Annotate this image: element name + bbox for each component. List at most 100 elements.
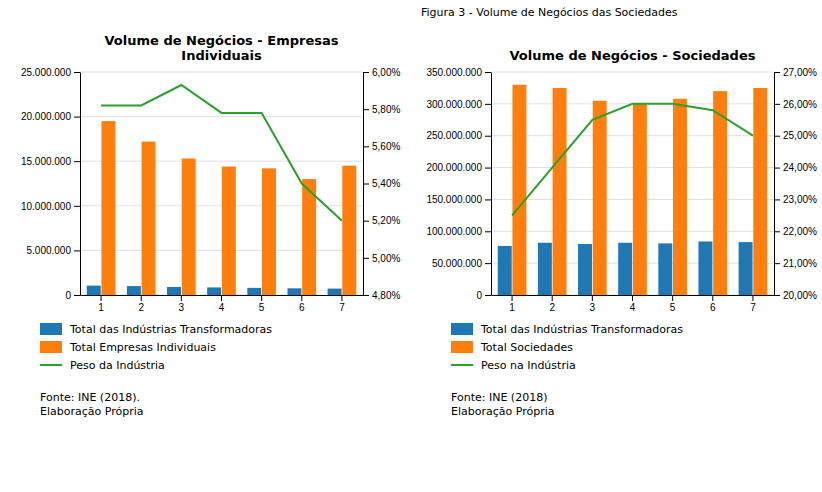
tick-mark: [363, 146, 369, 147]
tick-mark: [363, 221, 369, 222]
tick-label: 2: [138, 302, 144, 313]
tick: 150.000.000: [426, 194, 491, 205]
legend-item: Peso da Indústria: [40, 359, 165, 372]
y2-axis: 4,80%5,00%5,20%5,40%5,60%5,80%6,00%: [363, 67, 400, 301]
tick-mark: [774, 72, 780, 73]
grid-line: [491, 231, 774, 232]
tick: 26,00%: [774, 99, 817, 110]
legend-item: Peso na Indústria: [451, 359, 576, 372]
tick: 4,80%: [363, 290, 400, 301]
tick: 5,40%: [363, 178, 400, 189]
legend-label: Peso da Indústria: [70, 359, 165, 372]
tick: 27,00%: [774, 67, 817, 78]
legend-item: Total das Indústrias Transformadoras: [451, 323, 683, 336]
tick-label: 3: [590, 302, 596, 313]
tick-mark: [141, 295, 142, 301]
tick-label: 6: [710, 302, 716, 313]
grid-line: [491, 263, 774, 264]
tick-label: 2: [549, 302, 555, 313]
legend-label: Total das Indústrias Transformadoras: [69, 323, 272, 336]
tick: 3: [590, 295, 596, 313]
tick-label: 300.000.000: [426, 99, 482, 110]
grid-line: [491, 199, 774, 200]
grid-line: [491, 135, 774, 136]
tick: 1: [98, 295, 104, 313]
legend-swatch: [40, 364, 62, 366]
tick-mark: [485, 104, 491, 105]
tick: 250.000.000: [426, 130, 491, 141]
y-axis: 05.000.00010.000.00015.000.00020.000.000…: [21, 67, 81, 301]
tick-mark: [485, 72, 491, 73]
tick: 300.000.000: [426, 99, 491, 110]
tick-label: 24,00%: [783, 162, 817, 173]
tick: 6: [299, 295, 305, 313]
tick: 0: [476, 290, 491, 301]
marks: [498, 85, 767, 295]
tick-mark: [512, 295, 513, 301]
legend: Total das Indústrias TransformadorasTota…: [40, 323, 272, 372]
axis-line: [774, 73, 775, 296]
grid-line: [491, 167, 774, 168]
tick: 0: [65, 290, 80, 301]
tick-mark: [341, 295, 342, 301]
legend-swatch: [40, 341, 62, 353]
tick-mark: [752, 295, 753, 301]
tick-label: 100.000.000: [426, 226, 482, 237]
tick-mark: [774, 295, 780, 296]
tick: 3: [179, 295, 185, 313]
tick-label: 25.000.000: [21, 67, 71, 78]
tick-mark: [74, 117, 80, 118]
tick-label: 7: [750, 302, 756, 313]
marks: [87, 85, 356, 295]
tick-mark: [485, 136, 491, 137]
tick-mark: [774, 263, 780, 264]
bar: [498, 246, 512, 295]
y-axis: 050.000.000100.000.000150.000.000200.000…: [426, 67, 491, 301]
legend-label: Total Sociedades: [480, 341, 573, 354]
tick: 5,80%: [363, 104, 400, 115]
tick-mark: [552, 295, 553, 301]
tick: 20,00%: [774, 290, 817, 301]
tick-mark: [363, 109, 369, 110]
grid-line: [80, 72, 363, 73]
tick-mark: [363, 72, 369, 73]
bar: [101, 121, 115, 295]
title: Volume de Negócios - Sociedades: [510, 48, 756, 63]
legend-item: Total Sociedades: [451, 341, 573, 354]
bar: [698, 241, 712, 295]
tick-mark: [363, 184, 369, 185]
legend: Total das Indústrias Transformadoras Tota…: [451, 323, 683, 372]
legend-label: Total das Indústrias Transformadoras: [480, 323, 683, 336]
bar: [633, 104, 647, 295]
tick-mark: [181, 295, 182, 301]
tick: 5: [259, 295, 265, 313]
tick: 350.000.000: [426, 67, 491, 78]
figure: 123456705.000.00010.000.00015.000.00020.…: [0, 0, 822, 492]
tick-label: 21,00%: [783, 258, 817, 269]
tick: 7: [339, 295, 345, 313]
tick-label: 150.000.000: [426, 194, 482, 205]
legend-swatch: [451, 341, 473, 353]
tick-mark: [774, 199, 780, 200]
chart: 123456705.000.00010.000.00015.000.00020.…: [21, 67, 401, 313]
bar: [222, 167, 236, 295]
tick: 100.000.000: [426, 226, 491, 237]
tick-label: 7: [339, 302, 345, 313]
bar: [287, 288, 301, 295]
tick-label: 4: [219, 302, 225, 313]
bar: [342, 166, 356, 295]
tick-label: 4,80%: [372, 290, 400, 301]
tick-label: 3: [179, 302, 185, 313]
tick-mark: [74, 206, 80, 207]
tick: 20.000.000: [21, 111, 80, 122]
tick: 5,60%: [363, 141, 400, 152]
x-axis: 1234567: [492, 295, 775, 313]
tick-mark: [74, 250, 80, 251]
tick-mark: [592, 295, 593, 301]
subtitle: Figura 3 - Volume de Negócios das Socied…: [421, 6, 678, 19]
grid: [80, 72, 363, 295]
tick-mark: [74, 161, 80, 162]
grid-line: [80, 161, 363, 162]
tick-label: 23,00%: [783, 194, 817, 205]
legend-swatch: [451, 323, 473, 335]
